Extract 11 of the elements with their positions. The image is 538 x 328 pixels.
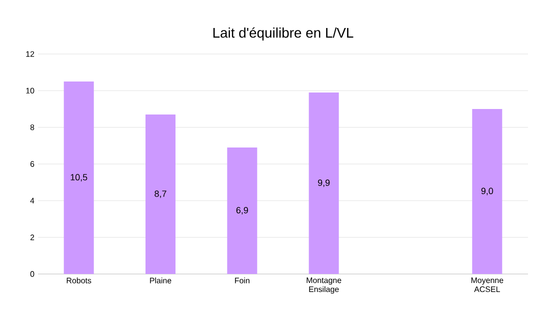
bar <box>227 148 258 274</box>
bar <box>146 114 176 274</box>
bar <box>64 82 94 274</box>
chart-title: Lait d'équilibre en L/VL <box>213 27 354 40</box>
data-label: 10,5 <box>70 174 88 182</box>
bar <box>308 92 339 274</box>
bar <box>472 109 502 274</box>
data-label: 8,7 <box>154 190 166 198</box>
data-label: 9,9 <box>318 180 330 187</box>
data-label: 9,0 <box>481 188 494 196</box>
data-label: 6,9 <box>236 207 248 214</box>
